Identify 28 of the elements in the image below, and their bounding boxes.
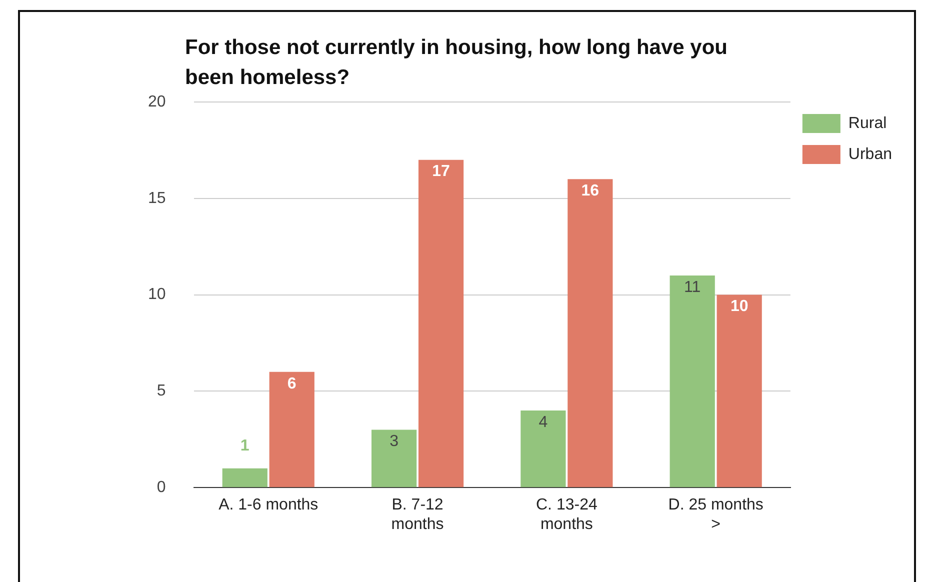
data-label: 3 xyxy=(390,433,399,450)
legend-label: Urban xyxy=(848,146,892,163)
data-label: 17 xyxy=(432,163,450,180)
y-tick-label: 15 xyxy=(148,190,166,207)
data-label: 6 xyxy=(287,375,296,392)
x-tick-label: C. 13-24 months xyxy=(536,496,598,533)
y-tick-label: 0 xyxy=(156,479,166,496)
bar xyxy=(222,468,268,488)
bar xyxy=(371,430,417,488)
bar xyxy=(716,294,762,488)
bar xyxy=(568,179,613,488)
data-label: 4 xyxy=(538,414,548,431)
y-tick-label: 5 xyxy=(156,382,166,400)
y-tick-label: 20 xyxy=(148,93,166,110)
data-label: 1 xyxy=(240,438,250,455)
data-label: 10 xyxy=(730,298,748,316)
data-label: 16 xyxy=(581,182,600,200)
x-tick-label: D. 25 months > xyxy=(668,496,764,533)
x-tick-label: A. 1-6 months xyxy=(218,496,318,514)
bar xyxy=(670,276,715,488)
y-tick-label: 10 xyxy=(148,286,166,304)
legend-label: Rural xyxy=(848,114,887,132)
x-tick-label: B. 7-12 months xyxy=(391,496,444,533)
data-label: 11 xyxy=(684,278,701,296)
bar xyxy=(269,372,314,488)
bar xyxy=(520,410,566,488)
chart-title: For those not currently in housing, how long have you been homeless? xyxy=(185,35,729,91)
bar xyxy=(418,160,464,488)
